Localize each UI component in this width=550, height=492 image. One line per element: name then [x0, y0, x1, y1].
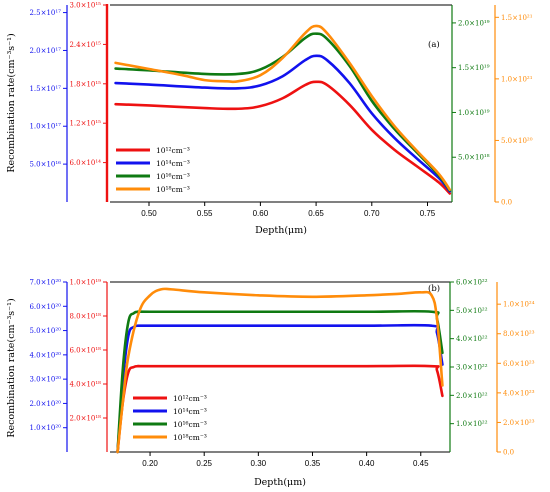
x-tick-label: 0.20: [142, 459, 158, 468]
x-tick-label: 0.45: [413, 459, 429, 468]
x-tick-label: 0.65: [308, 209, 324, 218]
x-tick-label: 0.25: [196, 459, 212, 468]
series-line-blue: [116, 323, 444, 454]
green-y-tick-label: 6.0×10²²: [456, 279, 488, 287]
green-y-tick-label: 2.0×10²²: [456, 392, 488, 400]
orange-y-tick-label: 1.5×10²¹: [501, 14, 533, 22]
x-axis-title: Depth(μm): [254, 477, 306, 488]
red-y-tick-label: 2.0×10¹⁸: [69, 415, 101, 423]
green-y-tick-label: 1.0×10²²: [456, 420, 488, 428]
green-y-tick-label: 2.0×10¹⁹: [458, 19, 490, 27]
orange-y-tick-label: 6.0×10²³: [503, 360, 535, 368]
x-axis-title: Depth(μm): [255, 225, 307, 236]
red-y-tick-label: 8.0×10¹⁸: [69, 313, 101, 321]
blue-y-tick-label: 6.0×10²⁰: [29, 303, 61, 311]
legend-label: 10¹²cm⁻³: [156, 146, 190, 155]
red-y-tick-label: 4.0×10¹⁸: [69, 381, 101, 389]
series-line-blue: [114, 54, 452, 193]
blue-y-tick-label: 5.0×10¹⁶: [29, 161, 61, 169]
x-tick-label: 0.60: [253, 209, 269, 218]
blue-y-tick-label: 2.0×10¹⁷: [29, 47, 61, 55]
x-tick-label: 0.30: [251, 459, 267, 468]
orange-y-tick-label: 4.0×10²³: [503, 389, 535, 397]
blue-y-tick-label: 2.0×10²⁰: [29, 400, 61, 408]
panel-label: (a): [428, 39, 440, 50]
orange-y-tick-label: 1.0×10²⁴: [503, 301, 535, 309]
chart-panel-a: 0.50 0.55 0.60 0.65 0.70 0.75 Depth(μm) 5.0×10¹…: [6, 2, 533, 237]
series-line-orange: [116, 287, 444, 454]
red-y-tick-label: 6.0×10¹⁴: [69, 159, 101, 167]
legend-label: 10¹⁶cm⁻³: [173, 420, 207, 429]
blue-y-tick-label: 1.0×10¹⁷: [29, 123, 61, 131]
blue-y-tick-label: 1.5×10¹⁷: [29, 85, 61, 93]
legend-label: 10¹⁸cm⁻³: [156, 185, 190, 194]
orange-y-tick-label: 5.0×10²⁰: [501, 137, 533, 145]
legend-label: 10¹⁸cm⁻³: [173, 433, 207, 442]
red-y-tick-label: 2.4×10¹⁵: [69, 41, 101, 49]
x-tick-label: 0.50: [141, 209, 157, 218]
y-axis-title: Recombination rate(cm⁻³s⁻¹): [6, 298, 17, 437]
green-y-tick-label: 5.0×10²²: [456, 307, 488, 315]
blue-y-tick-label: 7.0×10²⁰: [29, 279, 61, 287]
x-tick-label: 0.75: [420, 209, 436, 218]
green-y-tick-label: 3.0×10²²: [456, 364, 488, 372]
green-y-tick-label: 1.5×10¹⁹: [458, 64, 490, 72]
orange-y-tick-label: 0.0: [501, 199, 512, 207]
orange-y-tick-label: 0.0: [503, 449, 514, 457]
blue-y-tick-label: 1.0×10²⁰: [29, 424, 61, 432]
legend-label: 10¹²cm⁻³: [173, 394, 207, 403]
orange-y-tick-label: 8.0×10²³: [503, 330, 535, 338]
green-y-tick-label: 4.0×10²²: [456, 335, 488, 343]
x-tick-label: 0.70: [364, 209, 380, 218]
legend-label: 10¹⁴cm⁻³: [156, 159, 190, 168]
series-line-red: [114, 80, 452, 195]
x-tick-label: 0.35: [305, 459, 321, 468]
y-axis-title: Recombination rate(cm⁻³s⁻¹): [6, 33, 17, 172]
blue-y-tick-label: 4.0×10²⁰: [29, 351, 61, 359]
red-y-tick-label: 1.8×10¹⁵: [69, 80, 101, 88]
blue-y-tick-label: 2.5×10¹⁷: [29, 9, 61, 17]
legend-label: 10¹⁶cm⁻³: [156, 172, 190, 181]
blue-y-tick-label: 3.0×10²⁰: [29, 376, 61, 384]
panel-label: (b): [428, 283, 440, 294]
x-tick-label: 0.40: [359, 459, 375, 468]
red-y-tick-label: 1.2×10¹⁵: [69, 120, 101, 128]
x-tick-label: 0.55: [197, 209, 213, 218]
chart-panel-b: 0.20 0.25 0.30 0.35 0.40 0.45 Depth(μm) 1.0×10²…: [6, 279, 535, 489]
blue-y-tick-label: 5.0×10²⁰: [29, 327, 61, 335]
series-line-green: [116, 309, 444, 454]
red-y-tick-label: 1.0×10¹⁹: [69, 279, 101, 287]
red-y-tick-label: 3.0×10¹⁵: [69, 2, 101, 10]
green-y-tick-label: 1.0×10¹⁹: [458, 109, 490, 117]
series-line-orange: [114, 24, 452, 191]
legend-label: 10¹⁴cm⁻³: [173, 407, 207, 416]
red-y-tick-label: 6.0×10¹⁸: [69, 347, 101, 355]
orange-y-tick-label: 2.0×10²³: [503, 419, 535, 427]
green-y-tick-label: 5.0×10¹⁸: [458, 154, 490, 162]
series-line-red: [116, 364, 444, 454]
orange-y-tick-label: 1.0×10²¹: [501, 75, 533, 83]
